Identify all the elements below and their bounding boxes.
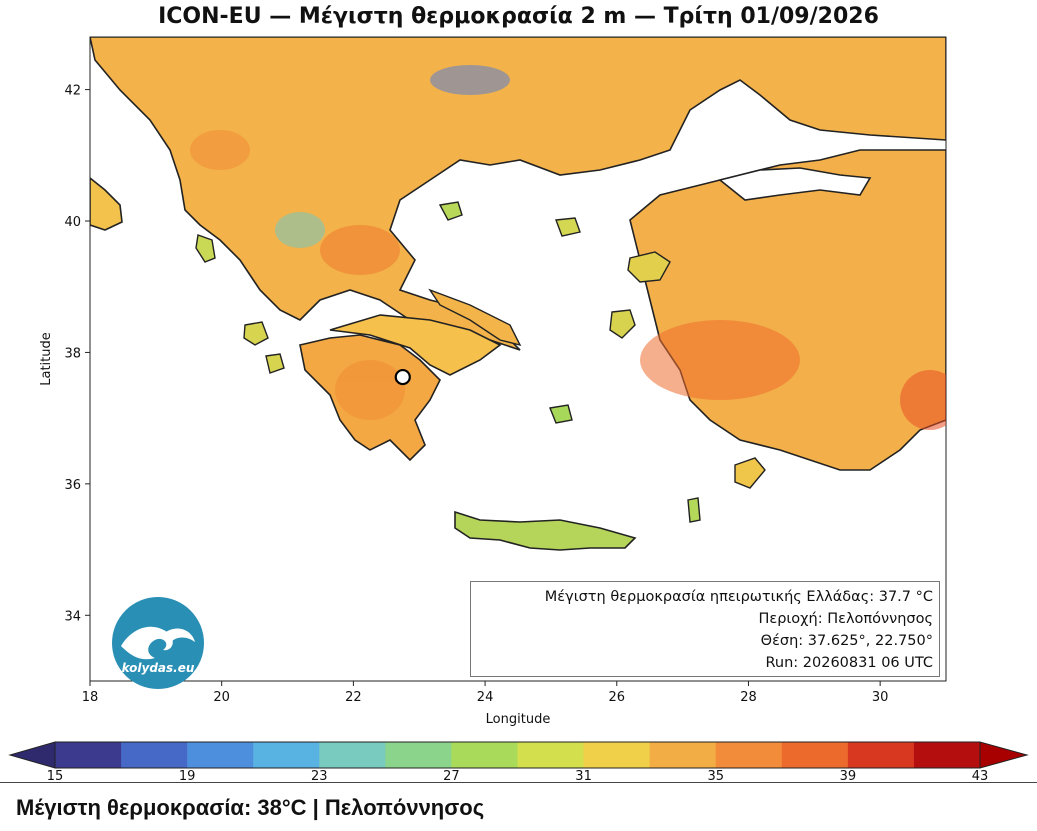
land-karpathos <box>687 497 701 523</box>
land-thasos <box>438 201 463 221</box>
location-marker <box>394 368 411 386</box>
land-chios <box>609 309 636 339</box>
land-euboea <box>428 288 522 347</box>
x-tick-label: 22 <box>345 690 362 705</box>
x-axis-ticks: 18 20 22 24 26 28 30 <box>82 681 889 705</box>
info-box: Μέγιστη θερμοκρασία ηπειρωτικής Ελλάδας:… <box>470 581 940 677</box>
colorbar-cell <box>319 742 386 768</box>
colorbar-tick-label: 27 <box>443 769 460 782</box>
info-max-temp: Μέγιστη θερμοκρασία ηπειρωτικής Ελλάδας:… <box>544 589 933 605</box>
colorbar-cell <box>781 742 849 768</box>
colorbar-labels: 15 19 23 27 31 35 39 43 <box>47 769 989 782</box>
x-tick-label: 26 <box>608 690 625 705</box>
colorbar-min-extend <box>8 741 56 769</box>
colorbar-border <box>54 741 981 769</box>
land-naxos <box>549 404 573 424</box>
colorbar-cell <box>55 742 122 768</box>
y-tick-label: 40 <box>64 215 81 230</box>
land-zakynthos <box>265 353 285 374</box>
info-region: Περιοχή: Πελοπόννησος <box>758 611 933 627</box>
y-tick-label: 38 <box>64 346 81 361</box>
land-central-greece <box>329 314 502 376</box>
logo-text: kolydas.eu <box>122 661 195 675</box>
x-axis-title: Longitude <box>486 712 551 727</box>
colorbar-cell <box>715 742 783 768</box>
land-lemnos <box>555 217 581 237</box>
land-lesbos <box>627 251 671 283</box>
colorbar-cells <box>8 741 1029 769</box>
info-run: Run: 20260831 06 UTC <box>765 655 933 671</box>
map-title: ICON-EU — Μέγιστη θερμοκρασία 2 m — Τρίτ… <box>158 4 879 29</box>
colorbar-cell <box>451 742 518 768</box>
colorbar: 15 19 23 27 31 35 39 43 <box>8 741 1029 782</box>
land-corfu <box>195 234 216 263</box>
colorbar-tick-label: 23 <box>311 769 328 782</box>
colorbar-cell <box>649 742 717 768</box>
land-italy-heel <box>90 176 123 231</box>
colorbar-cell <box>385 742 452 768</box>
colorbar-cell <box>517 742 585 768</box>
x-tick-label: 30 <box>872 690 889 705</box>
colorbar-tick-label: 31 <box>575 769 592 782</box>
wave-icon <box>121 626 173 660</box>
x-tick-label: 24 <box>477 690 494 705</box>
kolydas-logo: kolydas.eu <box>112 597 204 689</box>
colorbar-tick-label: 43 <box>972 769 989 782</box>
colorbar-tick-label: 35 <box>707 769 724 782</box>
y-axis-ticks: 34 36 38 40 42 <box>64 84 90 624</box>
land-balkans <box>90 37 946 351</box>
y-axis-title: Latitude <box>39 332 54 386</box>
colorbar-cell <box>583 742 651 768</box>
map-figure: 18 20 22 24 26 28 30 34 36 38 40 42 Longitude Lati… <box>39 36 947 727</box>
sea-marmara <box>718 167 872 201</box>
y-tick-label: 34 <box>64 609 81 624</box>
footer-bar: Μέγιστη θερμοκρασία: 38°C | Πελοπόννησος <box>0 782 1037 831</box>
x-tick-label: 18 <box>82 690 99 705</box>
colorbar-cell <box>253 742 320 768</box>
land-kefalonia <box>243 321 269 346</box>
footer-text: Μέγιστη θερμοκρασία: 38°C | Πελοπόννησος <box>16 795 485 820</box>
colorbar-tick-label: 39 <box>840 769 857 782</box>
colorbar-tick-label: 15 <box>47 769 64 782</box>
colorbar-cell <box>847 742 915 768</box>
colorbar-cell <box>913 742 981 768</box>
colorbar-max-extend <box>979 741 1029 769</box>
land-crete <box>454 510 637 551</box>
x-tick-label: 28 <box>740 690 757 705</box>
y-tick-label: 42 <box>64 84 81 99</box>
hot-spots <box>190 65 946 430</box>
x-tick-label: 20 <box>213 690 230 705</box>
colorbar-tick-label: 19 <box>179 769 196 782</box>
y-tick-label: 36 <box>64 478 81 493</box>
land-rhodes <box>734 457 766 489</box>
colorbar-cell <box>121 742 188 768</box>
info-position: Θέση: 37.625°, 22.750° <box>760 633 933 649</box>
colorbar-cell <box>187 742 254 768</box>
